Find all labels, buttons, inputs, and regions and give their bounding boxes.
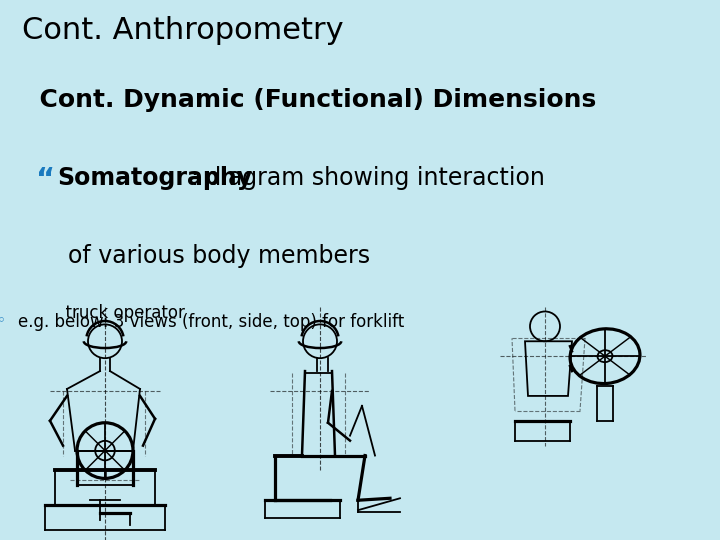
Text: : diagram showing interaction: : diagram showing interaction: [191, 166, 544, 190]
Text: of various body members: of various body members: [68, 244, 371, 268]
Text: e.g. below: 3 views (front, side, top) for forklift: e.g. below: 3 views (front, side, top) f…: [18, 313, 404, 331]
Text: Cont. Anthropometry: Cont. Anthropometry: [22, 16, 343, 45]
Text: Cont. Dynamic (Functional) Dimensions: Cont. Dynamic (Functional) Dimensions: [22, 87, 596, 112]
Text: Somatography: Somatography: [58, 166, 253, 190]
Text: ◦: ◦: [0, 313, 6, 328]
Text: “: “: [36, 166, 55, 194]
Text: truck operator: truck operator: [55, 303, 185, 321]
